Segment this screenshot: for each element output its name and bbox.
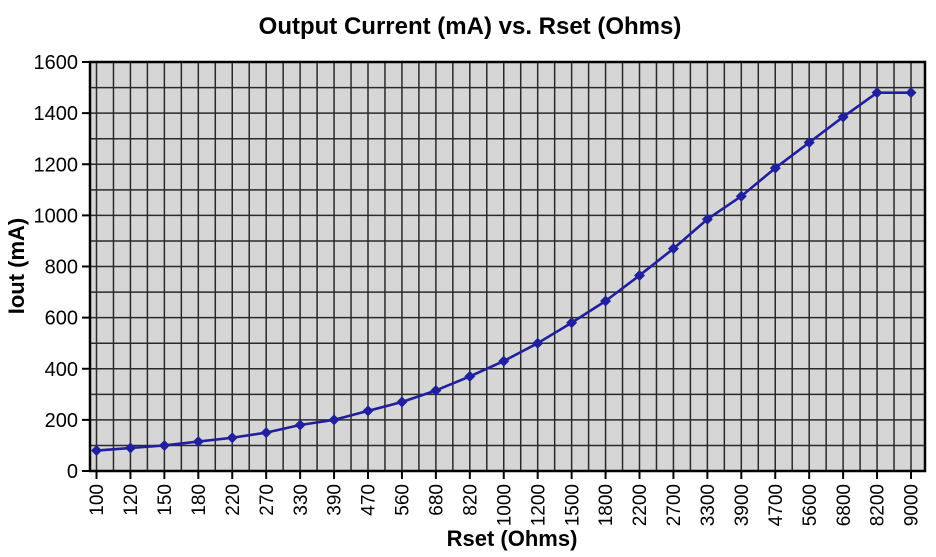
x-tick-label: 680 (427, 484, 448, 516)
x-tick-label: 8200 (868, 484, 889, 526)
y-tick-label: 1000 (34, 205, 79, 227)
x-tick-label: 5600 (800, 484, 821, 526)
data-point-marker (837, 111, 849, 123)
x-tick-label: 3900 (732, 484, 753, 526)
y-tick-label: 1600 (34, 52, 79, 74)
data-point-marker (701, 213, 713, 225)
data-point-marker (328, 414, 340, 426)
x-tick-label: 180 (189, 484, 210, 516)
x-tick-label: 220 (223, 484, 244, 516)
data-point-marker (158, 439, 170, 451)
y-tick-label: 800 (45, 257, 78, 279)
x-tick-label: 100 (87, 484, 108, 516)
data-point-marker (498, 355, 510, 367)
y-tick-label: 1400 (34, 103, 79, 125)
y-axis-title: Iout (mA) (4, 218, 29, 315)
data-point-marker (532, 337, 544, 349)
x-tick-label: 1200 (528, 484, 549, 526)
x-tick-label: 1000 (494, 484, 515, 526)
data-point-marker (600, 295, 612, 307)
data-point-marker (396, 396, 408, 408)
y-tick-label: 600 (45, 308, 78, 330)
x-tick-label: 1500 (562, 484, 583, 526)
y-tick-label: 200 (45, 410, 78, 432)
data-point-marker (226, 432, 238, 444)
x-tick-label: 4700 (766, 484, 787, 526)
x-tick-label: 560 (393, 484, 414, 516)
y-tick-label: 0 (67, 461, 78, 483)
plot-area: 0 200 400 600 800 1000 1200 1400 1600 100 120 150 18… (34, 52, 927, 526)
y-tick-label: 1200 (34, 154, 79, 176)
data-point-marker (871, 87, 883, 99)
data-point-marker (667, 243, 679, 255)
x-tick-label: 120 (121, 484, 142, 516)
data-point-marker (905, 87, 917, 99)
data-point-marker (124, 442, 136, 454)
chart-title: Output Current (mA) vs. Rset (Ohms) (259, 13, 682, 40)
x-tick-label: 270 (257, 484, 278, 516)
data-point-marker (294, 419, 306, 431)
data-point-marker (803, 137, 815, 149)
x-tick-label: 3300 (698, 484, 719, 526)
x-axis-title: Rset (Ohms) (447, 526, 578, 551)
x-tick-label: 1800 (596, 484, 617, 526)
x-tick-label: 330 (291, 484, 312, 516)
data-point-marker (362, 405, 374, 417)
data-point-marker (735, 190, 747, 202)
x-tick-label: 820 (460, 484, 481, 516)
x-tick-label: 150 (155, 484, 176, 516)
x-tick-label: 2200 (630, 484, 651, 526)
data-point-marker (566, 317, 578, 329)
x-tick-label: 390 (325, 484, 346, 516)
x-tick-label: 6800 (834, 484, 855, 526)
data-point-marker (769, 162, 781, 174)
data-point-marker (430, 384, 442, 396)
data-point-marker (464, 370, 476, 382)
x-tick-label: 470 (359, 484, 380, 516)
data-point-marker (260, 427, 272, 439)
y-tick-label: 400 (45, 359, 78, 381)
x-tick-label: 2700 (664, 484, 685, 526)
data-point-marker (91, 445, 102, 457)
x-tick-label: 9000 (902, 484, 923, 526)
data-point-marker (192, 436, 204, 448)
data-point-marker (634, 269, 645, 281)
